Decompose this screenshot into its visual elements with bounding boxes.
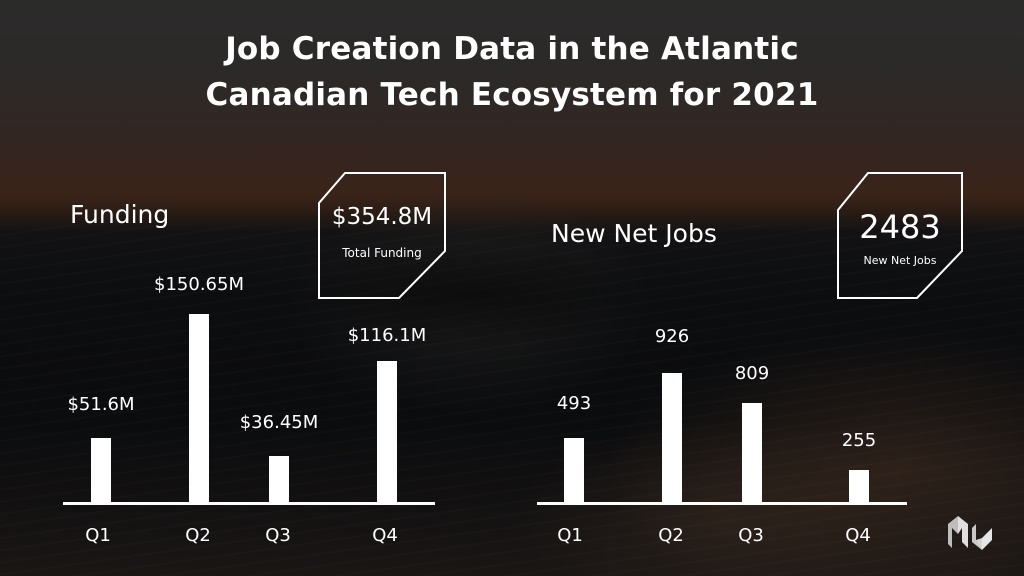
jobs-q2-label: Q2 xyxy=(658,525,684,546)
funding-q1-value-label: $51.6M xyxy=(67,394,135,415)
funding-section-title: Funding xyxy=(70,200,170,229)
jobs-q2-value-label: 926 xyxy=(654,326,690,347)
funding-x-axis-line xyxy=(63,502,435,505)
jobs-q1-label: Q1 xyxy=(557,525,583,546)
funding-q2-value-label: $150.65M xyxy=(154,274,244,295)
background-wave-crest xyxy=(0,205,1024,345)
total-jobs-value: 2483 xyxy=(859,208,941,246)
funding-q3-value-label: $36.45M xyxy=(239,412,319,433)
cut-corner-box-outline-icon xyxy=(318,172,446,299)
total-funding-stat-box: $354.8M Total Funding xyxy=(318,172,446,299)
funding-q1-label: Q1 xyxy=(85,525,111,546)
total-jobs-label: New Net Jobs xyxy=(863,254,937,267)
title-line-1: Job Creation Data in the Atlantic xyxy=(225,31,799,67)
funding-q3-label: Q3 xyxy=(265,525,291,546)
funding-q2-bar xyxy=(189,314,209,503)
funding-q4-bar xyxy=(377,361,397,503)
funding-q3-bar xyxy=(269,456,289,503)
page-title: Job Creation Data in the Atlantic Canadi… xyxy=(0,26,1024,118)
brand-n-logo-icon xyxy=(946,514,1002,550)
jobs-q3-bar xyxy=(742,403,762,503)
jobs-q2-bar xyxy=(662,373,682,503)
total-funding-value: $354.8M xyxy=(331,204,433,230)
funding-q1-bar xyxy=(91,438,111,503)
funding-q4-label: Q4 xyxy=(372,525,398,546)
jobs-q3-label: Q3 xyxy=(738,525,764,546)
funding-q4-value-label: $116.1M xyxy=(347,325,427,346)
cut-corner-box-outline-icon xyxy=(837,172,963,299)
jobs-q4-label: Q4 xyxy=(845,525,871,546)
title-line-2: Canadian Tech Ecosystem for 2021 xyxy=(205,77,819,113)
jobs-q3-value-label: 809 xyxy=(734,363,770,384)
funding-q2-label: Q2 xyxy=(185,525,211,546)
jobs-x-axis-line xyxy=(537,502,907,505)
jobs-q1-bar xyxy=(564,438,584,503)
jobs-section-title: New Net Jobs xyxy=(551,219,717,248)
jobs-q4-bar xyxy=(849,470,869,503)
total-jobs-stat-box: 2483 New Net Jobs xyxy=(837,172,963,299)
jobs-q4-value-label: 255 xyxy=(841,430,877,451)
jobs-q1-value-label: 493 xyxy=(556,393,592,414)
total-funding-label: Total Funding xyxy=(342,246,422,260)
